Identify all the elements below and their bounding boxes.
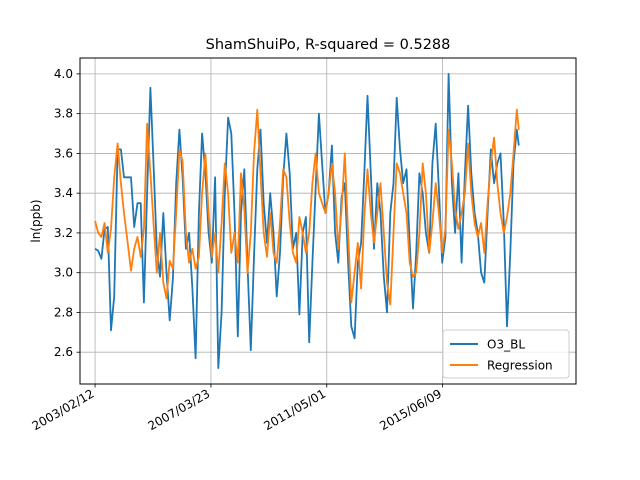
y-tick-label: 3.6 <box>54 146 73 160</box>
y-axis-label: ln(ppb) <box>29 199 43 242</box>
y-tick-label: 3.2 <box>54 226 73 240</box>
y-tick-label: 4.0 <box>54 67 73 81</box>
series-line-regression <box>94 108 520 306</box>
y-tick-label: 2.8 <box>54 305 73 319</box>
plot-frame <box>79 57 577 385</box>
plot-series <box>94 73 520 369</box>
y-tick-label: 3.4 <box>54 186 73 200</box>
chart-title: ShamShuiPo, R-squared = 0.5288 <box>206 37 451 53</box>
legend-label-regression: Regression <box>487 359 553 373</box>
legend-label-o3-bl: O3_BL <box>487 338 525 352</box>
series-line-o3-bl <box>94 73 520 369</box>
y-tick-label: 3.8 <box>54 107 73 121</box>
y-tick-label: 2.6 <box>54 345 73 359</box>
y-tick-label: 3.0 <box>54 266 73 280</box>
legend: O3_BL Regression <box>442 329 570 379</box>
